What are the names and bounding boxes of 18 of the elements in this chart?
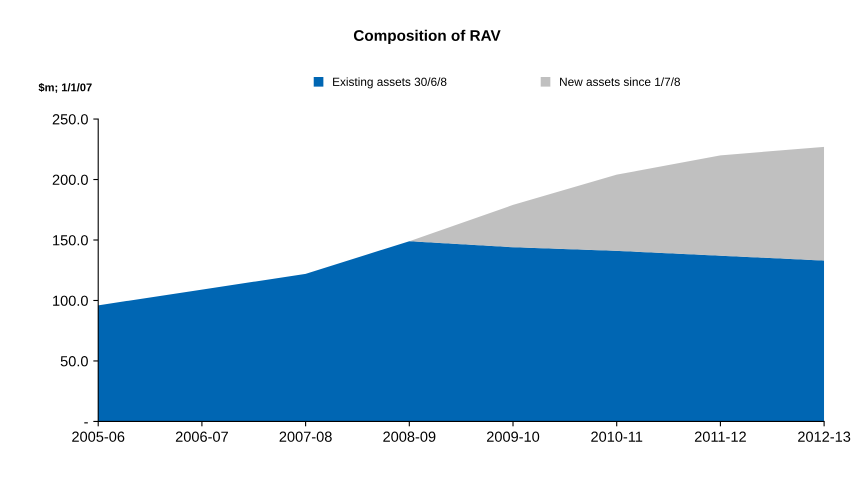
chart-title: Composition of RAV [354,30,501,44]
x-tick-label: 2010-11 [591,432,642,442]
x-tick-label: 2005-06 [72,432,124,442]
y-tick-label: - [84,422,88,424]
x-tick-label: 2012-13 [798,432,850,442]
x-tick-label: 2009-10 [486,432,540,442]
y-tick-label: 100.0 [53,296,88,306]
x-tick-label: 2011-12 [694,432,746,442]
y-tick-label: 250.0 [52,114,88,124]
y-tick-label: 150.0 [53,235,88,246]
x-tick-label: 2008-09 [383,432,436,442]
y-axis-title: $m; 1/1/07 [38,82,92,93]
legend-label: New assets since 1/7/8 [560,77,680,86]
y-tick-label: 200.0 [52,174,88,185]
x-tick-label: 2006-07 [176,432,228,442]
x-tick-label: 2007-08 [280,432,332,442]
legend-label: Existing assets 30/6/8 [333,77,446,88]
y-tick-label: 50.0 [60,356,88,366]
